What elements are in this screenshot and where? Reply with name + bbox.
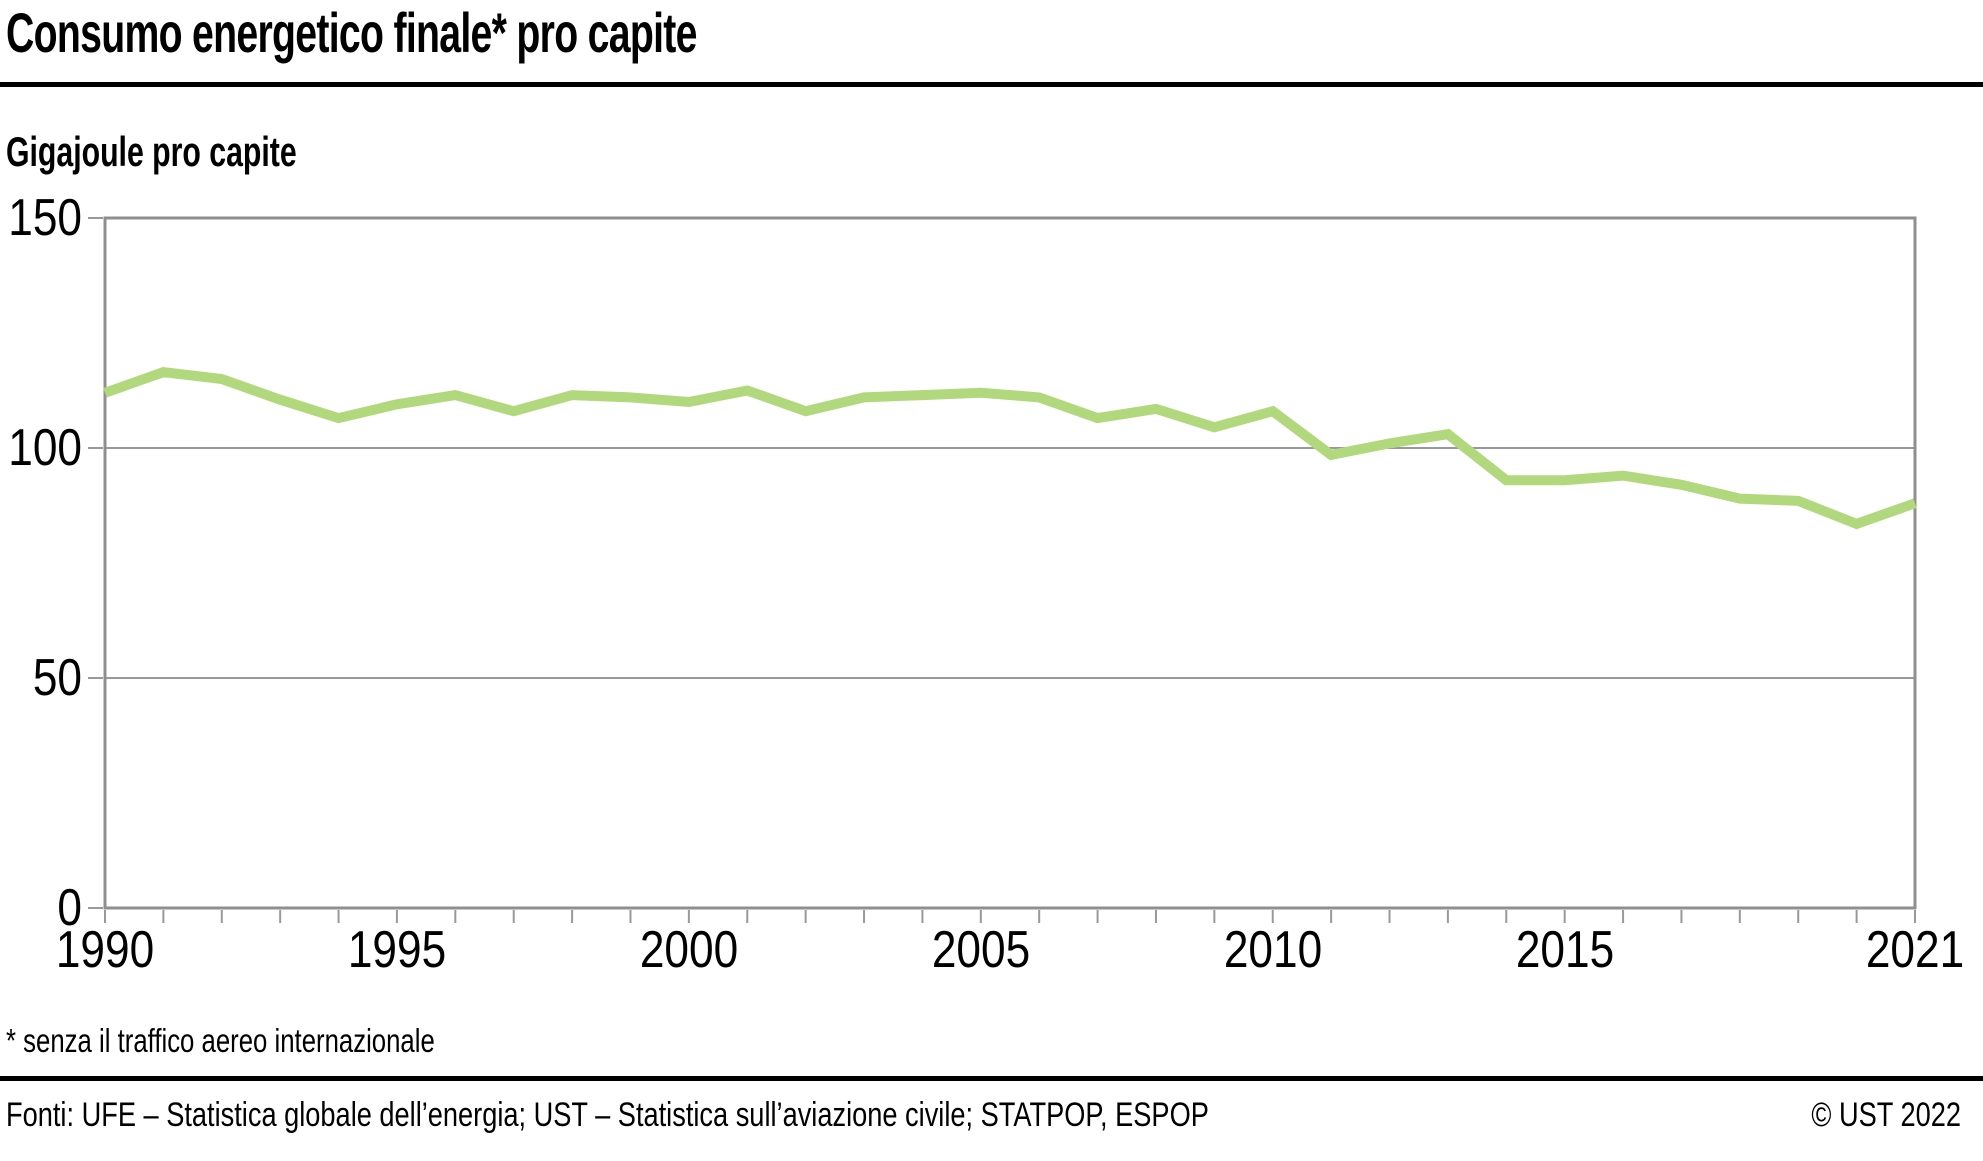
x-axis-label-1995: 1995	[347, 921, 447, 979]
x-axis-label-2005: 2005	[931, 921, 1030, 979]
footer-divider	[0, 1076, 1983, 1081]
footnote: * senza il traffico aereo internazionale	[6, 1022, 435, 1059]
x-axis-label-2000: 2000	[639, 921, 739, 979]
title-divider	[0, 82, 1983, 87]
chart-line	[103, 366, 1917, 530]
x-axis-label-1990: 1990	[55, 921, 155, 979]
sources-text: Fonti: UFE – Statistica globale dell’ene…	[6, 1096, 1209, 1134]
y-axis-label-100: 100	[8, 419, 82, 477]
copyright-text: © UST 2022	[1811, 1096, 1961, 1134]
y-axis-label-150: 150	[8, 189, 82, 247]
x-axis-label-2015: 2015	[1515, 921, 1614, 979]
plot-frame	[103, 216, 1917, 910]
axis-unit-label: Gigajoule pro capite	[6, 128, 297, 175]
y-axis-label-50: 50	[32, 649, 82, 707]
page-title: Consumo energetico finale* pro capite	[6, 1, 697, 64]
x-axis-label-2021: 2021	[1865, 921, 1965, 979]
x-axis-label-2010: 2010	[1223, 921, 1322, 979]
y-axis-label-0: 0	[57, 879, 82, 937]
